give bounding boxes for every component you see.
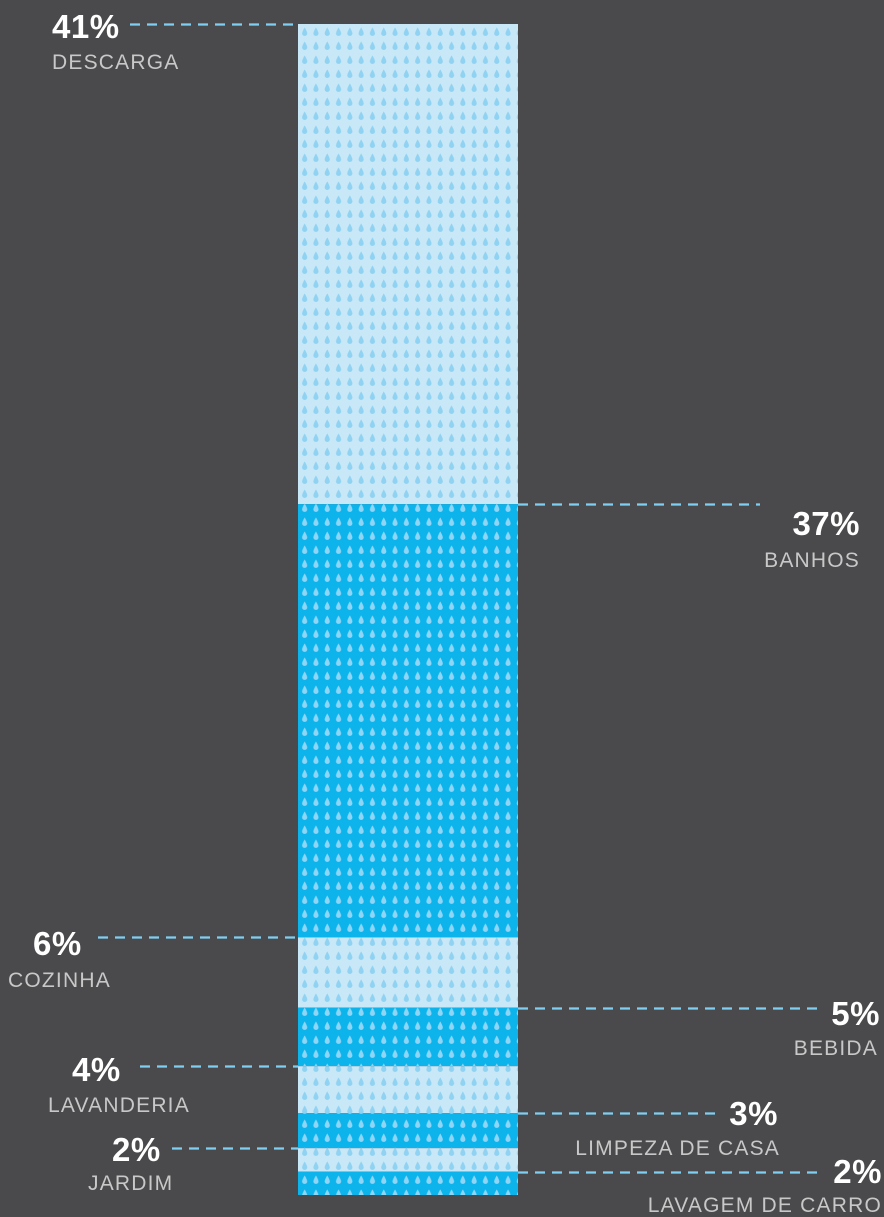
- category-label-lavanderia: LAVANDERIA: [48, 1095, 190, 1117]
- bar-segments: [298, 24, 518, 1195]
- value-label-lavagem-de-carro: 2%: [833, 1155, 882, 1189]
- bar-segment-lavanderia: [298, 1066, 518, 1113]
- category-label-cozinha: COZINHA: [8, 970, 111, 992]
- bar-segment-bebida: [298, 1008, 518, 1067]
- category-label-jardim: JARDIM: [88, 1173, 173, 1195]
- value-label-cozinha: 6%: [33, 927, 82, 961]
- bar-segment-jardim: [298, 1148, 518, 1171]
- category-label-banhos: BANHOS: [764, 550, 860, 572]
- value-label-lavanderia: 4%: [72, 1053, 121, 1087]
- category-label-lavagem-de-carro: LAVAGEM DE CARRO: [648, 1195, 882, 1217]
- category-label-bebida: BEBIDA: [794, 1038, 878, 1060]
- category-label-limpeza-de-casa: LIMPEZA DE CASA: [575, 1138, 780, 1160]
- bar-segment-lavagem-de-carro: [298, 1172, 518, 1195]
- value-label-bebida: 5%: [831, 997, 880, 1031]
- value-label-limpeza-de-casa: 3%: [729, 1097, 778, 1131]
- category-label-descarga: DESCARGA: [52, 52, 179, 74]
- value-label-jardim: 2%: [112, 1133, 161, 1167]
- bar-segment-cozinha: [298, 937, 518, 1007]
- value-label-banhos: 37%: [792, 507, 860, 541]
- value-label-descarga: 41%: [52, 10, 120, 44]
- bar-segment-limpeza-de-casa: [298, 1113, 518, 1148]
- bar-segment-banhos: [298, 504, 518, 937]
- bar-segment-descarga: [298, 24, 518, 504]
